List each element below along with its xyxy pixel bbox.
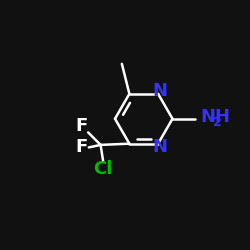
Text: NH: NH — [200, 108, 230, 126]
Text: N: N — [152, 138, 167, 156]
Text: F: F — [76, 117, 88, 135]
Text: F: F — [76, 138, 88, 156]
Text: N: N — [152, 82, 167, 100]
Text: 2: 2 — [213, 116, 222, 129]
Text: Cl: Cl — [94, 160, 113, 178]
